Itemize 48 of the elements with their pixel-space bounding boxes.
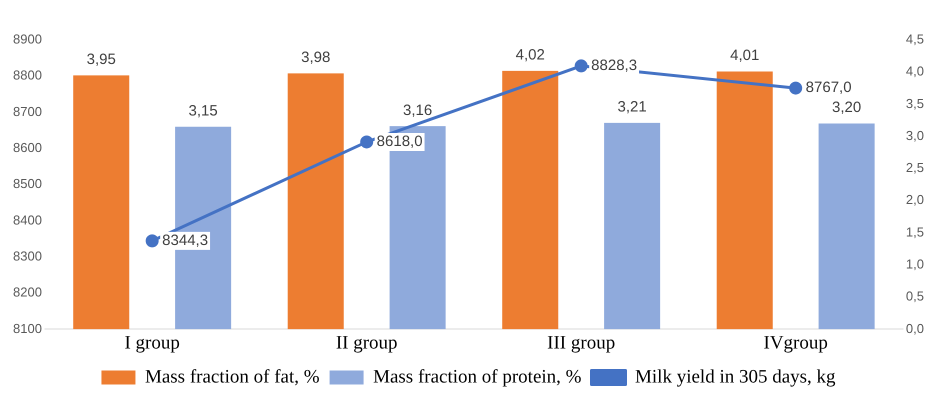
point <box>574 59 588 72</box>
data-label: 3,15 <box>188 102 218 120</box>
data-label: 3,20 <box>832 99 862 116</box>
y-tick-label: 8700 <box>13 104 42 119</box>
y-tick-label: 8400 <box>13 212 42 228</box>
bar <box>604 122 660 330</box>
data-label: 8344,3 <box>162 232 208 250</box>
data-label: 3,21 <box>618 98 647 116</box>
y2-tick-label: 2,5 <box>906 160 924 176</box>
x-tick-label: I group <box>124 332 180 354</box>
bar <box>502 70 558 330</box>
bar <box>716 71 773 330</box>
y-tick-label: 8300 <box>13 248 42 264</box>
legend-label: Mass fraction of fat, % <box>144 366 320 388</box>
y2-tick-label: 4,0 <box>906 64 924 79</box>
x-tick-label: II group <box>336 332 398 354</box>
data-label: 8828,3 <box>591 57 638 74</box>
y-tick-label: 8900 <box>13 32 42 47</box>
data-label: 4,02 <box>516 46 545 64</box>
point <box>146 234 159 248</box>
data-label: 8767,0 <box>806 79 852 96</box>
x-tick-label: III group <box>547 332 616 354</box>
data-label: 3,95 <box>86 50 116 68</box>
y2-tick-label: 1,5 <box>906 224 924 240</box>
y2-tick-label: 2,0 <box>906 192 924 208</box>
y2-tick-label: 3,0 <box>906 128 924 143</box>
data-label: 3,98 <box>301 49 330 66</box>
y2-tick-label: 3,5 <box>906 96 924 111</box>
y-tick-label: 8100 <box>13 320 42 336</box>
y2-tick-label: 4,5 <box>906 32 924 47</box>
y2-tick-label: 0,0 <box>906 320 924 336</box>
x-tick-label: IVgroup <box>763 332 828 354</box>
point <box>789 82 802 95</box>
y-tick-label: 8200 <box>13 284 42 300</box>
data-label: 8618,0 <box>376 133 423 150</box>
bar <box>288 73 344 330</box>
y-tick-label: 8600 <box>13 140 42 156</box>
bar <box>818 124 875 330</box>
y2-tick-label: 1,0 <box>906 256 924 272</box>
legend-label: Milk yield in 305 days, kg <box>635 366 836 388</box>
data-label: 4,01 <box>730 47 760 64</box>
y-tick-label: 8500 <box>13 176 42 192</box>
legend-label: Mass fraction of protein, % <box>373 366 582 388</box>
y2-tick-label: 0,5 <box>906 288 924 304</box>
data-label: 3,16 <box>403 102 432 119</box>
point <box>360 135 374 148</box>
bar <box>73 75 130 330</box>
y-tick-label: 8800 <box>13 68 42 83</box>
